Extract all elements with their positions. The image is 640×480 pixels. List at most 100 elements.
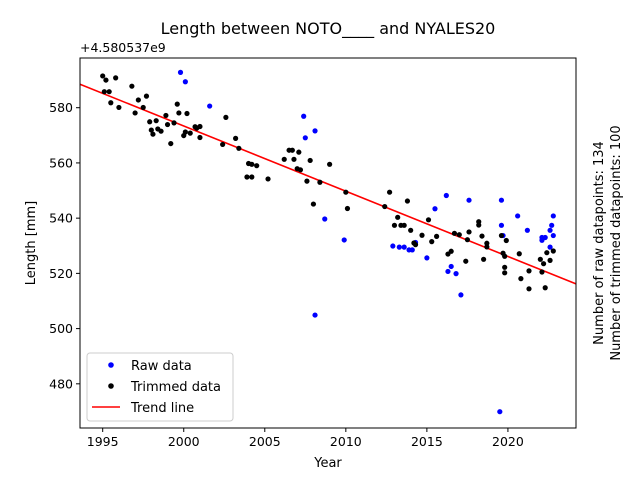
- trimmed-data-point: [484, 244, 490, 250]
- trimmed-data-point: [307, 157, 313, 164]
- trimmed-data-point: [113, 75, 119, 81]
- trimmed-data-point: [245, 160, 252, 167]
- trimmed-data-point: [100, 73, 106, 79]
- legend-raw-label: Raw data: [131, 359, 192, 374]
- trimmed-data-point: [502, 264, 508, 270]
- legend-raw-marker: [108, 362, 114, 368]
- trimmed-data-point: [220, 141, 226, 148]
- raw-data-point: [401, 244, 407, 250]
- raw-data-point: [547, 244, 553, 250]
- x-axis: 1995 2000 2005 2010 2015 2020: [87, 428, 524, 449]
- trimmed-data-point: [129, 83, 135, 89]
- trend-line: [79, 83, 577, 285]
- trimmed-data-point: [168, 140, 174, 147]
- trimmed-data-point: [327, 161, 333, 167]
- trimmed-data-point: [463, 258, 469, 264]
- trimmed-data-point: [481, 256, 487, 262]
- trimmed-data-point: [540, 261, 547, 267]
- raw-count-note: Number of raw datapoints: 134: [592, 141, 607, 345]
- trimmed-data-point: [502, 270, 508, 276]
- trimmed-data-point: [147, 119, 153, 125]
- trimmed-data-point: [408, 227, 414, 233]
- legend-trimmed-marker: [108, 383, 114, 389]
- trimmed-data-point: [176, 110, 182, 116]
- trimmed-data-point: [401, 222, 407, 228]
- x-tick-label: 2020: [492, 434, 524, 449]
- trimmed-data-point: [132, 110, 138, 116]
- trimmed-data-point: [343, 189, 349, 195]
- trimmed-data-point: [236, 145, 242, 151]
- raw-data-point: [396, 244, 402, 250]
- trimmed-data-point: [281, 156, 287, 162]
- trimmed-data-point: [174, 101, 180, 107]
- trimmed-data-point: [479, 233, 485, 239]
- trimmed-data-point: [297, 167, 304, 173]
- trimmed-data-point: [116, 104, 122, 111]
- trimmed-data-point: [539, 269, 545, 275]
- trimmed-data-point: [550, 248, 556, 254]
- trimmed-data-point: [304, 178, 310, 184]
- trimmed-data-point: [140, 104, 146, 111]
- raw-data-point: [547, 227, 553, 233]
- y-tick-label: 500: [49, 321, 73, 336]
- trimmed-data-point: [101, 89, 107, 95]
- trimmed-data-point: [502, 253, 508, 259]
- trimmed-data-point: [153, 118, 159, 124]
- raw-data-point: [453, 271, 459, 277]
- y-offset-label: +4.580537e9: [80, 40, 166, 55]
- trimmed-data-point: [310, 201, 317, 207]
- trimmed-data-point: [498, 232, 505, 239]
- trimmed-data-point: [391, 222, 398, 228]
- trimmed-data-point: [382, 203, 388, 210]
- trimmed-data-point: [503, 237, 509, 244]
- trimmed-data-point: [317, 179, 323, 185]
- trimmed-data-point: [395, 214, 401, 220]
- raw-data-point: [542, 234, 548, 241]
- raw-data-point: [312, 128, 318, 134]
- y-tick-label: 560: [49, 155, 73, 170]
- y-tick-label: 540: [49, 211, 73, 226]
- trimmed-data-point: [150, 131, 156, 137]
- trimmed-data-point: [386, 189, 393, 195]
- y-tick-label: 580: [49, 100, 73, 115]
- trimmed-data-point: [526, 268, 532, 274]
- trimmed-data-point: [135, 97, 141, 103]
- raw-data-point: [312, 312, 318, 318]
- raw-data-point: [301, 113, 307, 119]
- y-tick-label: 480: [49, 376, 73, 391]
- trimmed-data-point: [289, 147, 295, 153]
- trimmed-data-point: [296, 149, 302, 155]
- raw-data-point: [302, 135, 308, 141]
- trimmed-data-point: [429, 239, 435, 245]
- raw-data-point: [207, 103, 213, 109]
- raw-data-point: [341, 237, 347, 243]
- trimmed-data-point: [404, 198, 411, 204]
- trimmed-data-point: [164, 121, 171, 128]
- trimmed-data-point: [526, 286, 532, 292]
- trimmed-data-point: [182, 129, 188, 135]
- trend-line-layer: [79, 83, 577, 285]
- trimmed-data-point: [265, 176, 271, 182]
- trimmed-data-point: [233, 135, 239, 141]
- raw-data-point: [182, 79, 188, 85]
- trimmed-data-point: [291, 156, 297, 162]
- raw-data-point: [515, 213, 521, 219]
- trimmed-data-point: [163, 112, 169, 119]
- raw-data-point: [409, 247, 415, 253]
- trimmed-data-point: [197, 134, 203, 141]
- trimmed-data-point: [108, 100, 114, 106]
- raw-data-point: [432, 206, 438, 212]
- trimmed-data-point: [425, 217, 432, 223]
- y-axis: 480 500 520 540 560 580: [49, 100, 80, 391]
- y-tick-label: 520: [49, 266, 73, 281]
- trimmed-data-point: [184, 110, 190, 117]
- raw-data-point: [177, 69, 184, 75]
- x-axis-label: Year: [313, 456, 342, 471]
- legend-trend-label: Trend line: [130, 401, 194, 416]
- trimmed-data-point: [103, 77, 109, 83]
- raw-data-point: [549, 222, 555, 228]
- trimmed-data-point: [187, 130, 193, 136]
- trimmed-count-note: Number of trimmed datapoints: 100: [609, 125, 624, 360]
- raw-data-point: [445, 268, 451, 275]
